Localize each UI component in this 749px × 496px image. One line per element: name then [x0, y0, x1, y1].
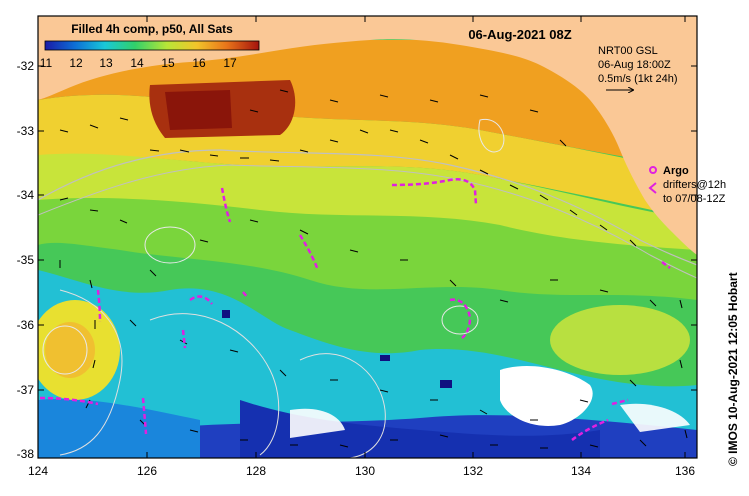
sst-field	[38, 16, 697, 458]
argo-tracks	[39, 178, 671, 441]
x-label: 126	[137, 464, 157, 478]
x-axis: 124 126 128 130 132 134 136	[28, 16, 695, 478]
y-axis: -32 -33 -34 -35 -36 -37 -38	[17, 59, 697, 461]
colorbar-tick: 17	[223, 56, 237, 70]
x-label: 136	[675, 464, 695, 478]
current-vectors	[59, 89, 688, 449]
x-label: 124	[28, 464, 48, 478]
y-label: -35	[17, 253, 35, 267]
y-label: -34	[17, 188, 35, 202]
y-label: -32	[17, 59, 35, 73]
argo-arrow-icon	[648, 182, 657, 194]
credit-text: © IMOS 10-Aug-2021 12:05 Hobart	[726, 272, 740, 466]
colorbar-tick: 12	[69, 56, 83, 70]
argo-line3: to 07/08-12Z	[663, 193, 726, 205]
colorbar-tick: 11	[40, 56, 53, 70]
current-scale: 0.5m/s (1kt 24h)	[598, 73, 677, 85]
current-source: NRT00 GSL	[598, 45, 658, 57]
y-label: -37	[17, 383, 35, 397]
colorbar-tick: 15	[161, 56, 175, 70]
argo-marker-icon	[649, 166, 657, 174]
plot-frame	[37, 15, 698, 459]
product-title: Filled 4h comp, p50, All Sats	[71, 22, 233, 36]
x-label: 134	[571, 464, 591, 478]
title-box: Filled 4h comp, p50, All Sats	[41, 19, 263, 51]
x-label: 128	[246, 464, 266, 478]
colorbar-tick: 16	[192, 56, 206, 70]
current-time: 06-Aug 18:00Z	[598, 59, 671, 71]
current-legend: NRT00 GSL 06-Aug 18:00Z 0.5m/s (1kt 24h)	[598, 45, 677, 90]
colorbar-tick: 13	[99, 56, 113, 70]
x-label: 132	[463, 464, 483, 478]
datetime-label: 06-Aug-2021 08Z	[468, 27, 571, 42]
argo-line2: drifters@12h	[663, 179, 726, 191]
colorbar-tick: 14	[130, 56, 144, 70]
y-label: -38	[17, 447, 35, 461]
argo-title: Argo	[663, 165, 689, 177]
x-label: 130	[355, 464, 375, 478]
argo-legend: Argo drifters@12h to 07/08-12Z	[648, 165, 726, 205]
y-label: -36	[17, 318, 35, 332]
y-label: -33	[17, 124, 35, 138]
colorbar	[44, 40, 260, 51]
